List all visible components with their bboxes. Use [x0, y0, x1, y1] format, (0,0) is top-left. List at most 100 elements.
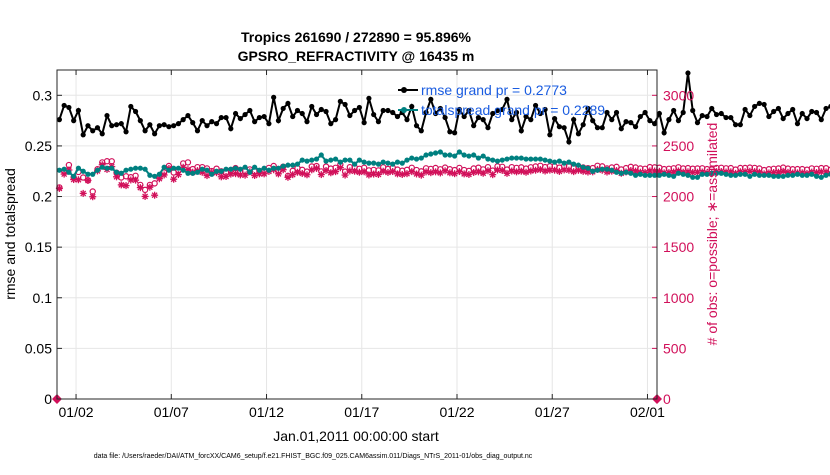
rmse-point — [823, 105, 829, 112]
rmse-point — [152, 131, 158, 137]
obs-assimilated-marker — [336, 164, 344, 172]
rmse-point — [756, 100, 762, 107]
totalspread-point — [266, 167, 272, 173]
obs-assimilated-stroke — [75, 176, 82, 183]
totalspread-point — [509, 155, 515, 161]
totalspread-point — [532, 156, 539, 162]
rmse-point — [699, 112, 705, 119]
obs-assimilated-stroke — [89, 193, 96, 200]
obs-assimilated-marker — [141, 192, 149, 200]
totalspread-point — [309, 157, 315, 163]
obs-assimilated-stroke — [351, 168, 358, 175]
x-tick-label: 01/07 — [154, 404, 189, 420]
obs-assimilated-marker — [574, 166, 582, 174]
obs-assimilated-marker — [565, 166, 573, 174]
tick-label-layer: 01/02 01/07 01/12 01/17 01/22 01/27 02/0100.05… — [25, 87, 695, 420]
totalspread-point — [518, 155, 524, 161]
totalspread-point — [704, 171, 710, 177]
rmse-point — [818, 117, 824, 123]
rmse-point — [585, 105, 591, 112]
rmse-point — [109, 123, 115, 129]
totalspread-point — [104, 165, 110, 171]
obs-assimilated-marker — [365, 171, 373, 179]
legend-rmse-marker — [401, 87, 407, 93]
totalspread-point — [775, 173, 782, 179]
obs-assimilated-stroke — [518, 168, 525, 175]
obs-assimilated-marker — [136, 184, 144, 192]
x-tick-label: 02/01 — [630, 404, 665, 420]
totalspread-point — [604, 166, 610, 172]
totalspread-point — [328, 157, 334, 163]
x-tick-label: 01/17 — [344, 404, 379, 420]
rmse-point — [509, 117, 515, 123]
totalspread-point — [432, 150, 439, 156]
totalspread-point — [771, 173, 777, 179]
obs-assimilated-marker — [298, 169, 306, 177]
totalspread-point — [794, 171, 801, 177]
rmse-point — [356, 104, 362, 111]
totalspread-point — [337, 159, 343, 165]
totalspread-point — [566, 159, 572, 165]
rmse-point — [704, 113, 710, 120]
rmse-point — [209, 119, 215, 125]
rmse-point — [671, 107, 677, 114]
rmse-point — [718, 110, 724, 117]
obs-assimilated-stroke — [127, 176, 134, 183]
totalspread-point — [275, 165, 282, 171]
rmse-point — [85, 123, 91, 129]
obs-assimilated-marker — [346, 167, 354, 175]
rmse-point — [775, 105, 782, 112]
rmse-point — [647, 118, 653, 124]
totalspread-point — [685, 172, 691, 178]
obs-assimilated-marker — [84, 176, 92, 184]
obs-assimilated-marker — [446, 169, 454, 177]
obs-assimilated-marker — [498, 166, 506, 174]
totalspread-point — [185, 170, 191, 176]
rmse-point — [518, 128, 524, 134]
obs-assimilated-marker — [413, 170, 421, 178]
totalspread-point — [375, 161, 382, 167]
rmse-point — [118, 121, 124, 127]
totalspread-point — [694, 174, 701, 180]
totalspread-point — [166, 167, 172, 173]
y-tick-label-left: 0.25 — [25, 138, 52, 154]
rmse-point — [637, 113, 643, 120]
totalspread-point — [71, 173, 77, 179]
totalspread-point — [204, 167, 210, 173]
totalspread-point — [790, 172, 796, 178]
rmse-point — [361, 120, 367, 126]
rmse-point — [375, 119, 382, 125]
obs-assimilated-stroke — [56, 185, 63, 192]
y-tick-label-right: 2500 — [663, 138, 694, 154]
obs-assimilated-stroke — [494, 167, 501, 173]
obs-assimilated-stroke — [227, 171, 234, 178]
totalspread-point — [194, 169, 201, 175]
totalspread-point — [109, 165, 115, 171]
rmse-point — [290, 113, 296, 120]
obs-assimilated-marker — [274, 170, 282, 178]
y-tick-label-left: 0.2 — [33, 189, 53, 205]
obs-assimilated-stroke — [151, 192, 158, 199]
totalspread-point — [552, 159, 558, 165]
obs-assimilated-stroke — [318, 171, 325, 178]
totalspread-point — [313, 156, 320, 162]
obs-assimilated-stroke — [346, 167, 353, 174]
rmse-point — [132, 108, 139, 115]
rmse-point — [394, 113, 401, 120]
rmse-point — [66, 104, 72, 111]
totalspread-point — [456, 149, 462, 155]
totalspread-point — [385, 160, 391, 166]
totalspread-point — [94, 167, 101, 173]
totalspread-point — [218, 168, 224, 174]
rmse-point — [790, 106, 796, 113]
totalspread-point — [690, 174, 696, 180]
totalspread-point — [423, 152, 429, 158]
obs-assimilated-stroke — [204, 172, 210, 179]
obs-assimilated-stroke — [432, 168, 439, 175]
obs-assimilated-marker — [527, 167, 535, 175]
obs-assimilated-marker — [351, 167, 359, 175]
rmse-point — [228, 126, 234, 132]
obs-assimilated-stroke — [818, 168, 825, 175]
